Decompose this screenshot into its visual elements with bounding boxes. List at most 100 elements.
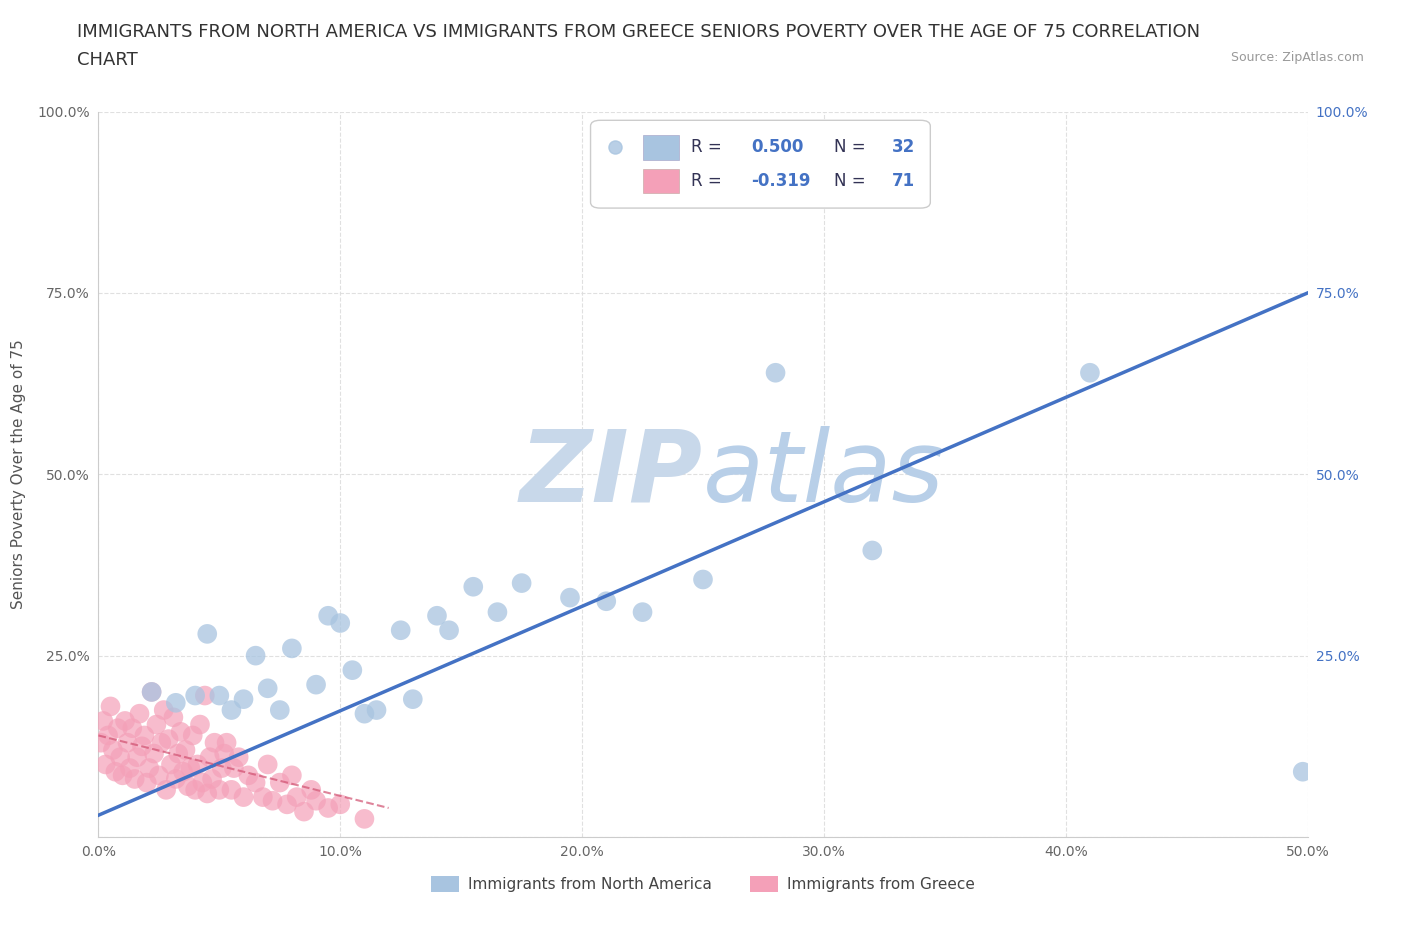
Point bbox=[212, 746, 235, 761]
Point bbox=[437, 623, 460, 638]
Point bbox=[172, 764, 194, 779]
Text: 32: 32 bbox=[891, 139, 915, 156]
Point bbox=[252, 790, 274, 804]
Point bbox=[187, 757, 209, 772]
Point bbox=[194, 688, 217, 703]
Point bbox=[316, 608, 339, 623]
Point bbox=[195, 786, 218, 801]
Point bbox=[269, 703, 291, 718]
Point bbox=[157, 732, 180, 747]
Text: Source: ZipAtlas.com: Source: ZipAtlas.com bbox=[1230, 51, 1364, 64]
Text: -0.319: -0.319 bbox=[751, 172, 811, 190]
Bar bbox=[643, 135, 679, 160]
Point bbox=[558, 591, 581, 605]
Text: N =: N = bbox=[834, 139, 870, 156]
Point bbox=[305, 793, 328, 808]
Point bbox=[245, 648, 267, 663]
Point bbox=[150, 736, 173, 751]
Point bbox=[135, 776, 157, 790]
Point bbox=[91, 713, 114, 728]
Point bbox=[121, 721, 143, 736]
Point bbox=[165, 696, 187, 711]
Point bbox=[232, 692, 254, 707]
Point bbox=[595, 594, 617, 609]
Point bbox=[169, 724, 191, 739]
Point bbox=[1078, 365, 1101, 380]
Point bbox=[138, 761, 160, 776]
Point bbox=[402, 692, 425, 707]
Point bbox=[353, 811, 375, 827]
Point bbox=[145, 717, 167, 732]
Point bbox=[215, 736, 238, 751]
Point bbox=[201, 772, 224, 787]
Point bbox=[204, 736, 226, 751]
Point bbox=[101, 742, 124, 757]
Point bbox=[111, 768, 134, 783]
FancyBboxPatch shape bbox=[591, 120, 931, 208]
Text: R =: R = bbox=[690, 139, 727, 156]
Point bbox=[90, 736, 112, 751]
Text: CHART: CHART bbox=[77, 51, 138, 69]
Text: IMMIGRANTS FROM NORTH AMERICA VS IMMIGRANTS FROM GREECE SENIORS POVERTY OVER THE: IMMIGRANTS FROM NORTH AMERICA VS IMMIGRA… bbox=[77, 23, 1201, 41]
Point bbox=[631, 604, 654, 619]
Point bbox=[107, 721, 129, 736]
Point bbox=[177, 778, 200, 793]
Point bbox=[285, 790, 308, 804]
Text: R =: R = bbox=[690, 172, 727, 190]
Point bbox=[134, 728, 156, 743]
Point bbox=[256, 757, 278, 772]
Point bbox=[222, 761, 245, 776]
Point bbox=[329, 616, 352, 631]
Point bbox=[174, 742, 197, 757]
Point bbox=[281, 641, 304, 656]
Point bbox=[342, 663, 364, 678]
Point bbox=[299, 782, 322, 797]
Point bbox=[97, 728, 120, 743]
Point bbox=[692, 572, 714, 587]
Point bbox=[124, 772, 146, 787]
Point bbox=[152, 703, 174, 718]
Text: 71: 71 bbox=[891, 172, 915, 190]
Point bbox=[108, 750, 131, 764]
Point bbox=[389, 623, 412, 638]
Point bbox=[195, 627, 218, 642]
Point bbox=[208, 782, 231, 797]
Point bbox=[316, 801, 339, 816]
Point bbox=[188, 717, 211, 732]
Text: ZIP: ZIP bbox=[520, 426, 703, 523]
Point bbox=[281, 768, 304, 783]
Point bbox=[155, 782, 177, 797]
Point bbox=[486, 604, 509, 619]
Point bbox=[221, 782, 243, 797]
Point bbox=[238, 768, 260, 783]
Point bbox=[860, 543, 883, 558]
Point bbox=[269, 776, 291, 790]
Point bbox=[426, 608, 449, 623]
Point bbox=[353, 706, 375, 721]
Point bbox=[463, 579, 485, 594]
Text: N =: N = bbox=[834, 172, 870, 190]
Point bbox=[118, 761, 141, 776]
Legend: Immigrants from North America, Immigrants from Greece: Immigrants from North America, Immigrant… bbox=[425, 870, 981, 898]
Point bbox=[167, 746, 190, 761]
Point bbox=[208, 688, 231, 703]
Point bbox=[256, 681, 278, 696]
Point bbox=[191, 776, 214, 790]
Text: atlas: atlas bbox=[703, 426, 945, 523]
Point bbox=[179, 761, 201, 776]
Point bbox=[165, 772, 187, 787]
Point bbox=[228, 750, 250, 764]
Point bbox=[276, 797, 298, 812]
Point bbox=[510, 576, 533, 591]
Point bbox=[131, 738, 153, 753]
Point bbox=[148, 768, 170, 783]
Point bbox=[292, 804, 315, 819]
Point bbox=[127, 750, 149, 764]
Point bbox=[1292, 764, 1315, 779]
Point bbox=[184, 688, 207, 703]
Point bbox=[262, 793, 284, 808]
Point bbox=[117, 736, 139, 751]
Point bbox=[305, 677, 328, 692]
Point bbox=[114, 713, 136, 728]
Point bbox=[221, 703, 243, 718]
